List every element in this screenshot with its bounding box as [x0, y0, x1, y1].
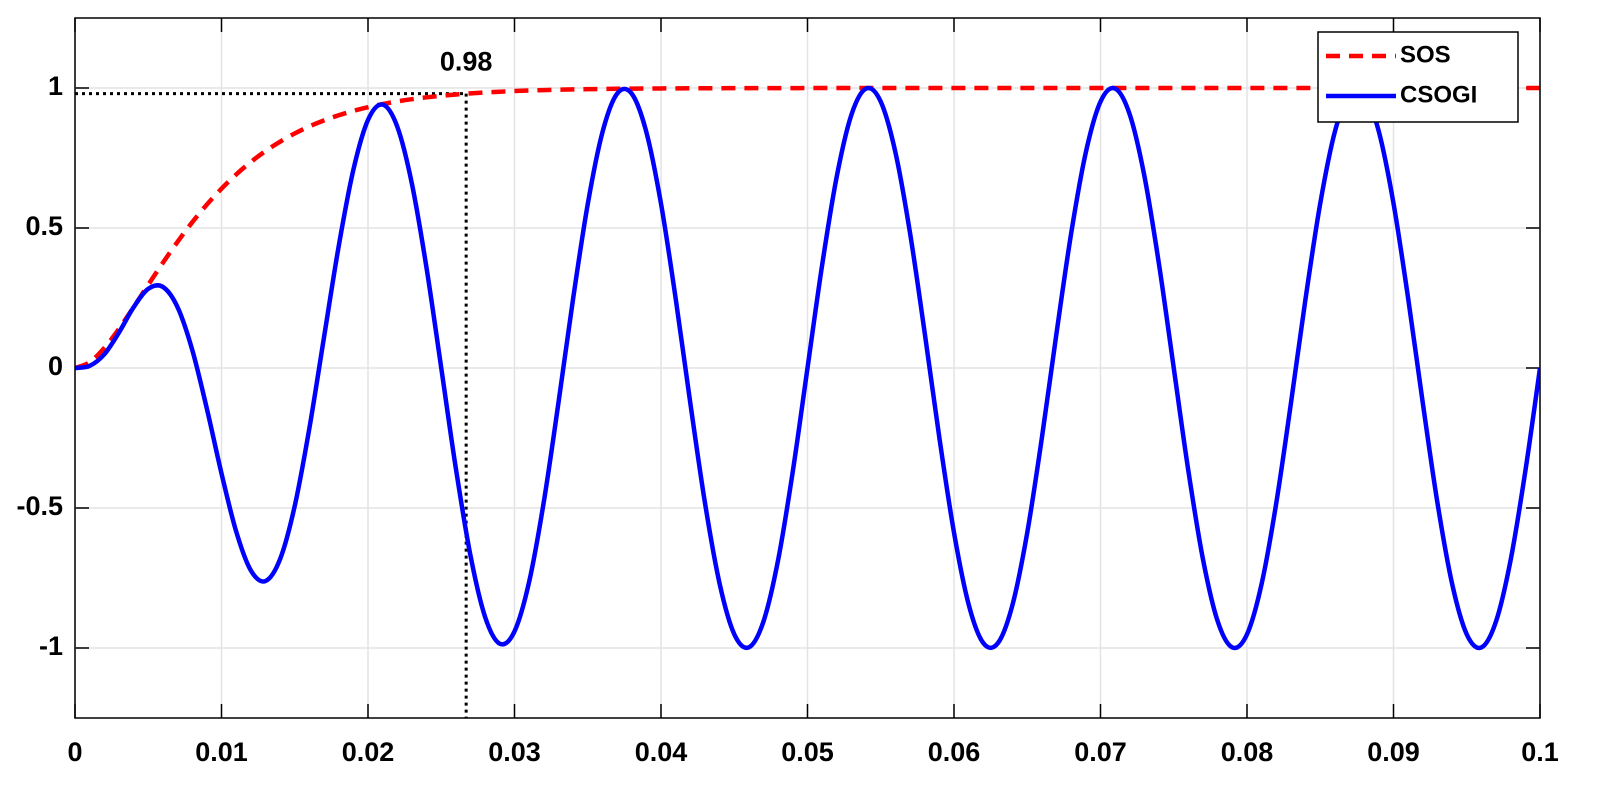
x-tick-label: 0.04	[635, 737, 688, 767]
x-tick-label: 0	[67, 737, 82, 767]
annotation-label: 0.98	[440, 47, 493, 77]
y-tick-label: 0.5	[25, 211, 63, 241]
y-tick-label: 1	[48, 71, 63, 101]
x-tick-label: 0.08	[1221, 737, 1274, 767]
x-tick-label: 0.09	[1367, 737, 1420, 767]
plot-frame	[74, 17, 1541, 719]
x-tick-label: 0.07	[1074, 737, 1127, 767]
x-tick-label: 0.03	[488, 737, 541, 767]
x-tick-label: 0.02	[342, 737, 395, 767]
legend-label: CSOGI	[1400, 81, 1477, 108]
line-series	[75, 85, 1540, 371]
line-series	[75, 85, 1540, 651]
y-tick-label: -0.5	[16, 491, 63, 521]
x-tick-label: 0.01	[195, 737, 248, 767]
y-tick-label: -1	[39, 631, 63, 661]
y-tick-label: 0	[48, 351, 63, 381]
legend-label: SOS	[1400, 41, 1451, 68]
x-tick-label: 0.1	[1521, 737, 1559, 767]
x-tick-label: 0.05	[781, 737, 834, 767]
x-tick-label: 0.06	[928, 737, 981, 767]
legend-box	[1317, 31, 1519, 123]
